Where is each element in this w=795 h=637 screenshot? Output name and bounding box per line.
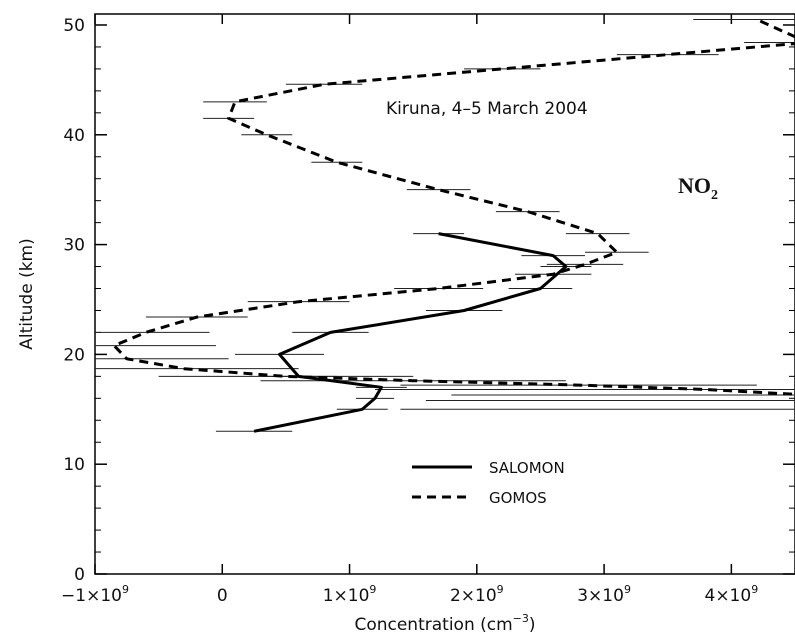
y-tick-label: 40 — [63, 126, 85, 146]
x-tick-label-exponent: 9 — [369, 583, 376, 596]
plot-frame — [94, 13, 795, 575]
legend: SALOMON GOMOS — [412, 459, 565, 507]
species-label-subscript: 2 — [711, 188, 718, 203]
x-axis-title: Concentration (cm−3) — [354, 612, 535, 635]
x-tick-label: 2×109 — [450, 583, 504, 606]
x-tick-label: 4×109 — [705, 583, 759, 606]
legend-salomon-label: SALOMON — [489, 459, 565, 477]
x-axis-title-unit-exp: −3 — [513, 612, 529, 625]
x-axis-title-main: Concentration (cm — [354, 615, 512, 635]
x-tick-label-exponent: 9 — [624, 583, 631, 596]
x-tick-label-exponent: 9 — [497, 583, 504, 596]
x-tick-label-mantissa: −1×10 — [61, 586, 122, 606]
x-tick-label: 0 — [217, 586, 228, 606]
x-tick-label-exponent: 9 — [751, 583, 758, 596]
gomos-series-line — [112, 18, 795, 396]
y-tick-label: 30 — [63, 236, 85, 256]
salomon-series-line — [253, 232, 568, 433]
x-tick-label-mantissa: 4×10 — [705, 586, 752, 606]
error-bars — [95, 18, 795, 432]
series-lines — [112, 18, 795, 433]
x-tick-label-mantissa: 2×10 — [450, 586, 497, 606]
y-axis-title: Altitude (km) — [17, 238, 37, 350]
axis-ticks — [94, 14, 795, 575]
species-label: NO2 — [678, 173, 718, 203]
x-axis-title-close: ) — [529, 615, 536, 635]
y-tick-label: 20 — [63, 345, 85, 365]
x-tick-label-exponent: 9 — [122, 583, 129, 596]
y-tick-label: 0 — [74, 565, 85, 585]
location-date-annotation: Kiruna, 4–5 March 2004 — [386, 99, 588, 119]
legend-gomos-label: GOMOS — [489, 489, 547, 507]
x-tick-label-mantissa: 0 — [217, 586, 228, 606]
species-label-main: NO — [678, 173, 711, 198]
x-tick-label: −1×109 — [61, 583, 129, 606]
x-tick-label-mantissa: 1×10 — [323, 586, 370, 606]
y-tick-label: 10 — [63, 455, 85, 475]
x-tick-label-mantissa: 3×10 — [577, 586, 624, 606]
y-tick-label: 50 — [63, 16, 85, 36]
x-tick-label: 3×109 — [577, 583, 631, 606]
x-tick-label: 1×109 — [323, 583, 377, 606]
